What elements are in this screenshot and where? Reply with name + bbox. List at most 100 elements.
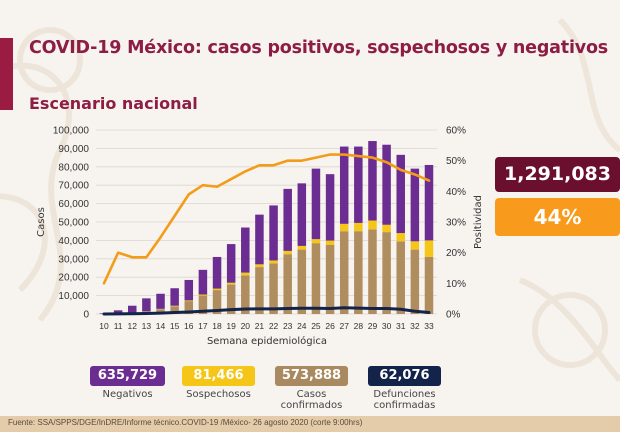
legend-label: Negativos bbox=[102, 389, 153, 400]
bar-negativos bbox=[170, 288, 179, 306]
bar-negativos bbox=[128, 305, 137, 313]
y2-tick-label: 30% bbox=[446, 218, 466, 229]
bar-negativos bbox=[226, 244, 236, 283]
bar-sospechosos bbox=[424, 240, 434, 257]
bar-negativos bbox=[255, 214, 264, 265]
legend-item: 635,729 Negativos bbox=[90, 366, 165, 400]
bar-negativos bbox=[424, 164, 434, 241]
bar-confirmados bbox=[212, 290, 222, 314]
positivity-line bbox=[102, 153, 431, 285]
bar-negativos bbox=[368, 141, 377, 221]
legend-label: Sospechosos bbox=[186, 389, 251, 400]
bar-negativos bbox=[156, 293, 165, 309]
positivity-badge: 44% bbox=[495, 198, 620, 236]
legend-item: 573,888 Casos confirmados bbox=[275, 366, 348, 411]
bar-confirmados bbox=[184, 301, 194, 314]
y-tick-label: 80,000 bbox=[58, 162, 89, 173]
x-tick-label: 14 bbox=[156, 321, 166, 331]
x-tick-label: 24 bbox=[297, 321, 307, 331]
page-title: COVID-19 México: casos positivos, sospec… bbox=[29, 38, 608, 58]
x-tick-label: 13 bbox=[142, 321, 152, 331]
legend-value: 573,888 bbox=[275, 366, 348, 386]
legend-value: 81,466 bbox=[182, 366, 255, 386]
bar-confirmados bbox=[198, 295, 208, 314]
legend-item: 81,466 Sospechosos bbox=[182, 366, 255, 400]
bar-negativos bbox=[396, 154, 405, 234]
footer: Fuente: SSA/SPPS/DGE/InDRE/Informe técni… bbox=[0, 416, 620, 432]
bar-negativos bbox=[269, 205, 278, 261]
bar-confirmados bbox=[255, 267, 264, 314]
bar-sospechosos bbox=[255, 264, 264, 268]
bar-negativos bbox=[142, 298, 151, 312]
y-tick-label: 40,000 bbox=[58, 236, 89, 247]
x-tick-label: 33 bbox=[424, 321, 434, 331]
x-tick-label: 21 bbox=[255, 321, 265, 331]
bar-negativos bbox=[354, 146, 363, 223]
bar-sospechosos bbox=[198, 294, 208, 296]
bar-confirmados bbox=[354, 231, 363, 314]
y2-tick-label: 20% bbox=[446, 248, 466, 259]
y-tick-label: 70,000 bbox=[58, 181, 89, 192]
bar-sospechosos bbox=[184, 300, 194, 302]
bar-sospechosos bbox=[410, 241, 420, 250]
bar-sospechosos bbox=[382, 224, 391, 233]
bar-confirmados bbox=[382, 232, 391, 314]
y-tick-label: 0 bbox=[83, 310, 89, 321]
legend-value: 635,729 bbox=[90, 366, 165, 386]
y2-tick-label: 50% bbox=[446, 156, 466, 167]
bar-negativos bbox=[113, 310, 123, 314]
bar-confirmados bbox=[368, 229, 377, 314]
y2-tick-label: 40% bbox=[446, 187, 466, 198]
bar-confirmados bbox=[339, 231, 349, 314]
y-tick-label: 20,000 bbox=[58, 273, 89, 284]
bar-negativos bbox=[410, 168, 420, 242]
bar-negativos bbox=[283, 188, 292, 251]
total-tests-badge: 1,291,083 bbox=[495, 157, 620, 192]
bar-confirmados bbox=[226, 284, 236, 314]
legend-label: Defunciones bbox=[373, 389, 436, 400]
x-tick-label: 27 bbox=[339, 321, 349, 331]
bar-confirmados bbox=[283, 254, 292, 314]
title-accent-bar bbox=[0, 38, 13, 110]
bar-negativos bbox=[241, 227, 250, 273]
bar-negativos bbox=[212, 256, 222, 289]
bar-negativos bbox=[184, 279, 194, 301]
y-tick-label: 50,000 bbox=[58, 218, 89, 229]
stacked-bars bbox=[99, 141, 434, 314]
bar-sospechosos bbox=[212, 288, 222, 291]
y2-tick-label: 10% bbox=[446, 279, 466, 290]
bar-negativos bbox=[198, 269, 208, 295]
bar-sospechosos bbox=[325, 240, 335, 245]
x-tick-label: 31 bbox=[396, 321, 406, 331]
bar-sospechosos bbox=[368, 220, 377, 230]
bar-confirmados bbox=[269, 263, 278, 314]
x-tick-label: 19 bbox=[226, 321, 236, 331]
bar-negativos bbox=[382, 144, 391, 225]
bar-sospechosos bbox=[226, 282, 236, 285]
bar-sospechosos bbox=[269, 260, 278, 264]
y-tick-label: 100,000 bbox=[53, 126, 90, 137]
x-tick-label: 32 bbox=[410, 321, 420, 331]
bar-sospechosos bbox=[311, 239, 321, 244]
bar-confirmados bbox=[410, 249, 420, 314]
bar-confirmados bbox=[325, 245, 335, 314]
x-axis-title: Semana epidemiológica bbox=[207, 335, 327, 347]
bar-confirmados bbox=[424, 256, 434, 314]
x-tick-label: 17 bbox=[198, 321, 208, 331]
legend-item: 62,076 Defunciones confirmadas bbox=[368, 366, 441, 411]
x-tick-label: 28 bbox=[354, 321, 364, 331]
x-tick-label: 15 bbox=[170, 321, 180, 331]
x-tick-label: 29 bbox=[368, 321, 378, 331]
x-tick-label: 30 bbox=[382, 321, 392, 331]
bar-sospechosos bbox=[283, 250, 292, 255]
bar-sospechosos bbox=[241, 272, 250, 276]
bar-negativos bbox=[297, 183, 307, 246]
x-tick-label: 23 bbox=[283, 321, 293, 331]
y-tick-label: 60,000 bbox=[58, 199, 89, 210]
x-tick-label: 20 bbox=[241, 321, 251, 331]
legend-label: Casos bbox=[296, 389, 327, 400]
x-tick-label: 12 bbox=[128, 321, 138, 331]
y-tick-label: 10,000 bbox=[58, 291, 89, 302]
